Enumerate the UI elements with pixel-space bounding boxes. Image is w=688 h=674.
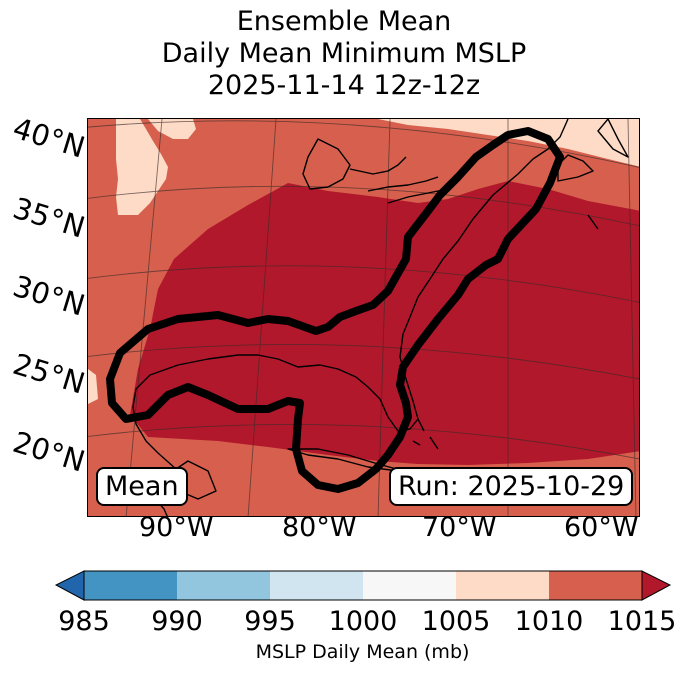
colorbar-bin-1005-1010 — [456, 571, 549, 600]
colorbar-under-arrow — [54, 570, 85, 601]
mean-label-box: Mean — [96, 467, 188, 506]
colorbar-tick-1010: 1010 — [514, 606, 584, 637]
pressure-field-above-1015 — [130, 181, 639, 465]
colorbar-tick-990: 990 — [151, 606, 203, 637]
graticule — [88, 119, 639, 516]
colorbar-over-arrow — [641, 570, 672, 601]
colorbar-tick-1015: 1015 — [607, 606, 677, 637]
lat-label-25n: 25°N — [9, 346, 89, 401]
colorbar-bin-1000-1005 — [363, 571, 456, 600]
pressure-field-1005-1010-north — [148, 119, 196, 139]
colorbar-label: MSLP Daily Mean (mb) — [255, 641, 470, 663]
map-canvas — [88, 119, 639, 516]
lat-label-30n: 30°N — [9, 268, 89, 323]
coastline-us-east — [132, 119, 569, 470]
lon-label-90w: 90°W — [139, 512, 214, 543]
lat-label-20n: 20°N — [9, 424, 89, 479]
title-line-3: 2025-11-14 12z-12z — [207, 70, 481, 101]
colorbar-outline — [83, 570, 643, 601]
lon-label-60w: 60°W — [564, 512, 639, 543]
colorbar-bin-1010-1015 — [549, 571, 642, 600]
run-date-box: Run: 2025-10-29 — [389, 467, 634, 506]
coastlines — [127, 119, 629, 516]
lat-label-40n: 40°N — [9, 110, 89, 165]
colorbar-bin-995-1000 — [270, 571, 363, 600]
mslp-contour — [106, 127, 564, 493]
colorbar-tick-985: 985 — [58, 606, 110, 637]
map-panel — [87, 118, 640, 517]
colorbar-tick-995: 995 — [244, 606, 296, 637]
title-line-2: Daily Mean Minimum MSLP — [161, 38, 527, 69]
colorbar-bin-985-990 — [84, 571, 177, 600]
pressure-field-1005-1010-southwest — [88, 369, 98, 404]
coastline-bahamas — [412, 418, 439, 450]
lat-label-35n: 35°N — [9, 190, 89, 245]
pressure-field-1005-1010-northeast — [378, 119, 639, 167]
coastline-great-lakes — [302, 138, 351, 190]
lon-label-70w: 70°W — [422, 512, 497, 543]
lon-label-80w: 80°W — [282, 512, 357, 543]
colorbar-tick-1000: 1000 — [328, 606, 398, 637]
colorbar-tick-1005: 1005 — [421, 606, 491, 637]
colorbar-bin-990-995 — [177, 571, 270, 600]
title-line-1: Ensemble Mean — [236, 6, 452, 37]
